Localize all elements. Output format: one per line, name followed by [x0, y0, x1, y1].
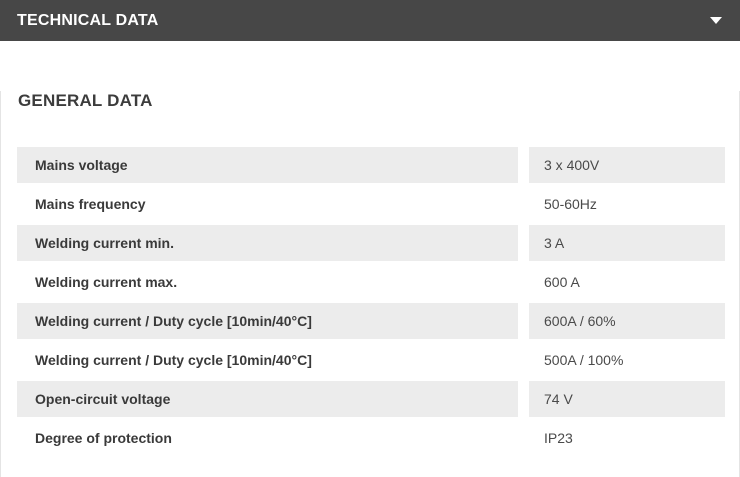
- spec-value: 3 A: [529, 225, 725, 261]
- spec-value: 74 V: [529, 381, 725, 417]
- spec-label: Mains voltage: [17, 147, 518, 183]
- spec-label: Open-circuit voltage: [17, 381, 518, 417]
- spec-label: Welding current max.: [35, 274, 178, 290]
- technical-data-accordion-header[interactable]: TECHNICAL DATA: [0, 0, 740, 41]
- spec-label: Degree of protection: [35, 430, 172, 446]
- table-row: Degree of protection IP23: [17, 420, 725, 456]
- table-row: Welding current / Duty cycle [10min/40°C…: [17, 303, 725, 339]
- spec-label: Welding current / Duty cycle [10min/40°C…: [35, 352, 312, 368]
- table-row: Welding current / Duty cycle [10min/40°C…: [17, 342, 725, 378]
- accordion-title: TECHNICAL DATA: [17, 11, 159, 29]
- table-row: Mains frequency 50-60Hz: [17, 186, 725, 222]
- table-row: Mains voltage 3 x 400V: [17, 147, 725, 183]
- spec-table: Mains voltage 3 x 400V Mains frequency 5…: [17, 147, 725, 456]
- table-row: Open-circuit voltage 74 V: [17, 381, 725, 417]
- spec-value: 3 x 400V: [529, 147, 725, 183]
- spec-label: Welding current / Duty cycle [10min/40°C…: [17, 303, 518, 339]
- table-row: Welding current max. 600 A: [17, 264, 725, 300]
- spec-label: Welding current min.: [17, 225, 518, 261]
- spec-value: 50-60Hz: [544, 196, 597, 212]
- spec-value: IP23: [544, 430, 573, 446]
- chevron-down-icon[interactable]: [710, 17, 722, 24]
- section-heading: GENERAL DATA: [18, 91, 153, 110]
- spec-label: Mains frequency: [35, 196, 146, 212]
- spec-value: 600 A: [544, 274, 580, 290]
- spec-value: 500A / 100%: [544, 352, 624, 368]
- spec-value: 600A / 60%: [529, 303, 725, 339]
- table-row: Welding current min. 3 A: [17, 225, 725, 261]
- accordion-content: GENERAL DATA Mains voltage 3 x 400V Main…: [0, 91, 740, 477]
